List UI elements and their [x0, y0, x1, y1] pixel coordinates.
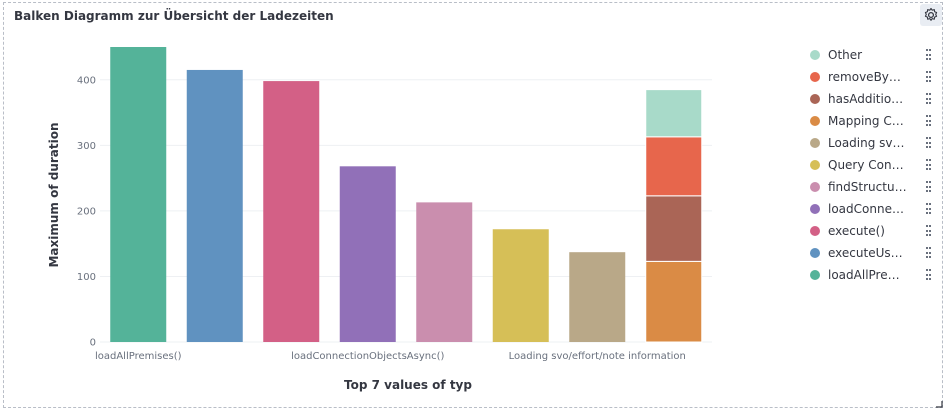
legend-label: loadAllPrem… [828, 268, 908, 282]
x-tick-label: loadAllPremises() [95, 351, 182, 362]
legend-label: Query Cont… [828, 158, 908, 172]
stacked-segment-0[interactable] [645, 260, 703, 343]
stacked-segment-1[interactable] [645, 195, 703, 262]
panel-settings-button[interactable] [920, 4, 942, 26]
bar-6[interactable] [569, 252, 626, 342]
kebab-icon[interactable] [926, 269, 931, 281]
kebab-icon[interactable] [926, 49, 931, 61]
bar-4[interactable] [416, 202, 473, 342]
legend-label: loadConnec… [828, 202, 908, 216]
y-tick-label: 400 [77, 75, 96, 86]
legend-item[interactable]: Mapping C… [810, 110, 935, 132]
kebab-icon[interactable] [926, 159, 931, 171]
bar-2[interactable] [263, 81, 320, 342]
x-axis-title: Top 7 values of typ [344, 378, 472, 392]
legend-label: execute() [828, 224, 885, 238]
kebab-icon[interactable] [926, 225, 931, 237]
legend-color-swatch [810, 182, 820, 192]
bar-chart: 0 100 200 300 400 loadAllPremises() loadConne… [47, 47, 712, 392]
bar-3[interactable] [339, 166, 396, 342]
kebab-icon[interactable] [926, 115, 931, 127]
x-axis-ticks: loadAllPremises() loadConnectionObjectsAs… [95, 351, 686, 362]
legend-item[interactable]: findStructur… [810, 176, 935, 198]
legend-item[interactable]: execute() [810, 220, 935, 242]
legend-color-swatch [810, 226, 820, 236]
legend-color-swatch [810, 160, 820, 170]
kebab-icon[interactable] [926, 181, 931, 193]
legend-color-swatch [810, 72, 820, 82]
legend-label: hasAddition… [828, 92, 908, 106]
stacked-segment-2[interactable] [645, 136, 703, 197]
y-axis-ticks: 0 100 200 300 400 [77, 75, 96, 348]
y-tick-label: 0 [90, 338, 96, 349]
chart-legend: Other removeByAl… hasAddition… Mapping C… Lo… [810, 44, 935, 286]
legend-color-swatch [810, 248, 820, 258]
kebab-icon[interactable] [926, 137, 931, 149]
stacked-segment-3[interactable] [645, 89, 703, 138]
legend-item[interactable]: loadAllPrem… [810, 264, 935, 286]
legend-label: findStructur… [828, 180, 908, 194]
y-tick-label: 300 [77, 141, 96, 152]
legend-color-swatch [810, 204, 820, 214]
legend-item[interactable]: removeByAl… [810, 66, 935, 88]
bar-5[interactable] [492, 229, 549, 342]
legend-item[interactable]: hasAddition… [810, 88, 935, 110]
panel-title: Balken Diagramm zur Übersicht der Ladeze… [14, 9, 334, 23]
legend-item[interactable]: Loading sv… [810, 132, 935, 154]
bar-0[interactable] [110, 47, 167, 342]
legend-color-swatch [810, 94, 820, 104]
legend-color-swatch [810, 270, 820, 280]
kebab-icon[interactable] [926, 203, 931, 215]
gear-icon [924, 7, 938, 21]
legend-label: Mapping C… [828, 114, 904, 128]
legend-label: Loading sv… [828, 136, 905, 150]
kebab-icon[interactable] [926, 247, 931, 259]
x-tick-label: Loading svo/effort/note information [509, 351, 686, 362]
kebab-icon[interactable] [926, 71, 931, 83]
y-axis-title: Maximum of duration [47, 122, 61, 267]
bar-1[interactable] [186, 69, 243, 342]
resize-corner-icon[interactable] [935, 400, 943, 408]
y-tick-label: 100 [77, 272, 96, 283]
kebab-icon[interactable] [926, 93, 931, 105]
legend-label: removeByAl… [828, 70, 908, 84]
bars-layer [110, 47, 703, 343]
legend-item[interactable]: Other [810, 44, 935, 66]
legend-label: Other [828, 48, 863, 62]
legend-color-swatch [810, 116, 820, 126]
legend-color-swatch [810, 138, 820, 148]
x-tick-label: loadConnectionObjectsAsync() [291, 351, 444, 362]
legend-label: executeUse… [828, 246, 908, 260]
legend-color-swatch [810, 50, 820, 60]
y-tick-label: 200 [77, 206, 96, 217]
legend-item[interactable]: executeUse… [810, 242, 935, 264]
legend-item[interactable]: loadConnec… [810, 198, 935, 220]
legend-item[interactable]: Query Cont… [810, 154, 935, 176]
